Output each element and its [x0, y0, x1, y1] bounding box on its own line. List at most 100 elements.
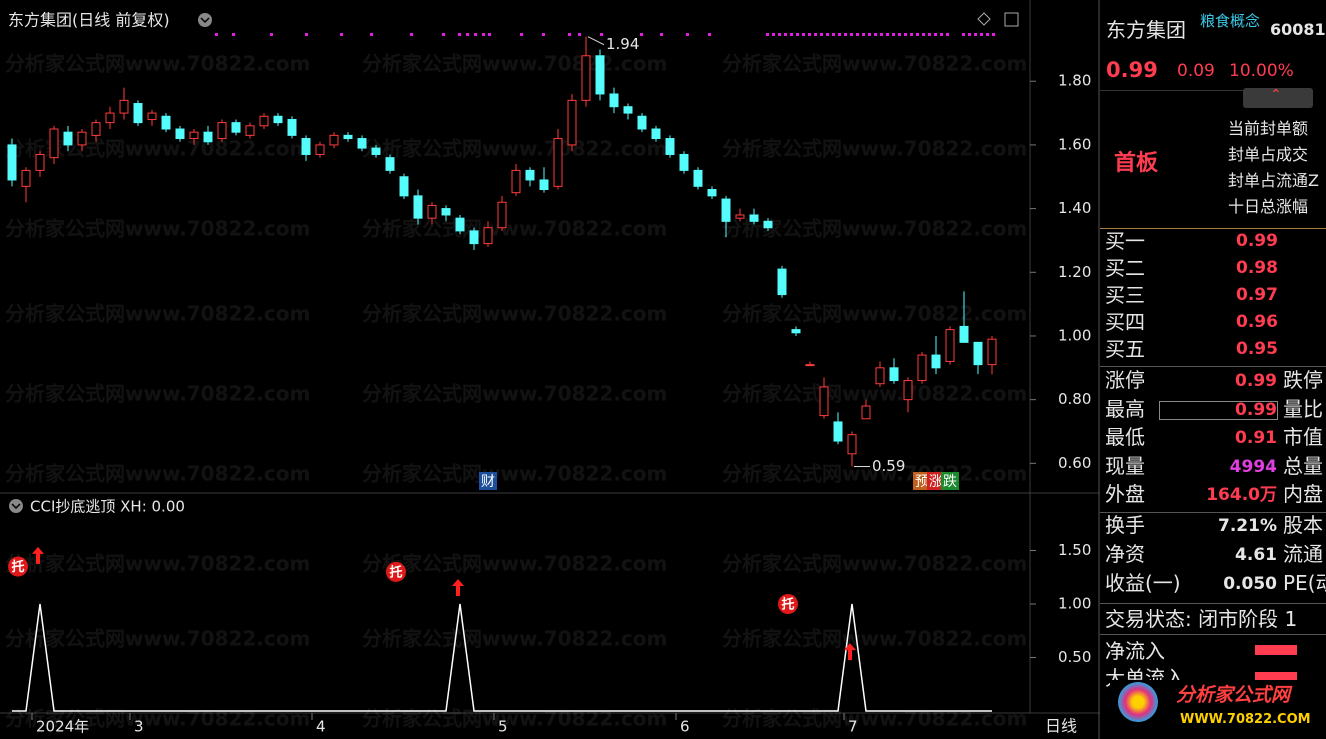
stat-value: 0.99 — [1159, 400, 1278, 420]
bid-label: 买三 — [1105, 283, 1145, 307]
signal-dot — [922, 33, 925, 36]
candle-body — [581, 55, 591, 101]
chart-area: 东方集团(日线 前复权) CCI抄底逃顶 XH: 0.00 日线 分析家公式网w… — [0, 0, 1100, 739]
candle-body — [945, 329, 955, 362]
x-tick-label: 4 — [316, 718, 326, 736]
candle-body — [791, 329, 801, 334]
change: 0.09 — [1177, 61, 1215, 81]
candle-body — [889, 367, 899, 382]
menu-icon-arrow — [200, 17, 210, 24]
logo-icon — [1118, 682, 1158, 722]
divider — [1100, 512, 1326, 513]
candle-body — [567, 99, 577, 146]
candle-body — [371, 147, 381, 155]
y-tick-label: 0.60 — [1058, 454, 1091, 472]
candle-body — [91, 122, 101, 136]
bid-label: 买四 — [1105, 310, 1145, 334]
signal-label: 托 — [389, 564, 402, 580]
signal-dot — [862, 33, 865, 36]
signal-dot — [814, 33, 817, 36]
candle-body — [763, 220, 773, 229]
candle-body — [525, 169, 535, 181]
y-tick-label: 1.50 — [1058, 541, 1091, 559]
signal-dot — [880, 33, 883, 36]
signal-dot — [826, 33, 829, 36]
badge-text: 财 — [481, 474, 495, 490]
collapse-icon: ⌃ — [1270, 87, 1282, 103]
signal-marker — [8, 556, 28, 577]
candle-body — [917, 354, 927, 382]
candle-body — [203, 131, 213, 143]
watermark: 分析家公式网www.70822.com — [722, 462, 1027, 486]
candle-body — [861, 405, 871, 420]
signal-dot — [962, 33, 965, 36]
candle-body — [665, 138, 675, 155]
menu-icon[interactable] — [198, 13, 212, 27]
candle-body — [777, 268, 787, 296]
candle-body — [595, 55, 605, 95]
signal-marker — [386, 561, 406, 582]
watermark: 分析家公式网www.70822.com — [362, 462, 667, 486]
y-tick-label: 1.00 — [1058, 326, 1091, 344]
candle-body — [511, 169, 521, 194]
candle-body — [483, 227, 493, 245]
candle-body — [875, 367, 885, 385]
stat-label: 涨停 — [1105, 368, 1145, 392]
y-tick-label: 1.80 — [1058, 72, 1091, 90]
stat-value: 0.99 — [1235, 371, 1277, 391]
watermark: 分析家公式网www.70822.com — [722, 217, 1027, 241]
candle-body — [105, 112, 115, 124]
signal-dot — [442, 33, 445, 36]
bid-price: 0.96 — [1236, 312, 1278, 332]
stock-code: 60081 — [1270, 20, 1326, 39]
y-tick-label: 1.40 — [1058, 199, 1091, 217]
candle-body — [329, 134, 339, 146]
stat-label: 内盘 — [1283, 482, 1323, 506]
signal-dot — [974, 33, 977, 36]
signal-dot — [520, 33, 523, 36]
candle-body — [245, 125, 255, 136]
seal-label: 当前封单额 — [1228, 119, 1309, 138]
divider — [1100, 228, 1326, 229]
badge — [927, 472, 945, 490]
icon[interactable] — [1004, 12, 1019, 27]
arrow-up — [32, 546, 44, 564]
seal-label: 封单占成交 — [1228, 145, 1309, 164]
price: 0.99 — [1106, 58, 1158, 82]
change-pct: 10.00% — [1229, 61, 1294, 81]
candle-body — [315, 144, 325, 155]
y-tick-label: 1.20 — [1058, 263, 1091, 281]
signal-dot — [868, 33, 871, 36]
bid-price: 0.97 — [1236, 285, 1278, 305]
signal-label: 托 — [11, 559, 24, 575]
signal-dot — [904, 33, 907, 36]
candle-body — [147, 112, 157, 120]
stat-label: 换手 — [1105, 513, 1145, 537]
quote-panel: 东方集团 粮食概念 60081 0.99 0.09 10.00% ⌃ 首板 当前封单额 封单占成交… — [1100, 0, 1326, 739]
watermark: 分析家公式网www.70822.com — [5, 462, 310, 486]
bid-label: 买五 — [1105, 337, 1145, 361]
candle-body — [693, 169, 703, 187]
menu-icon-arrow — [11, 503, 21, 510]
period-label[interactable]: 日线 — [1045, 717, 1077, 736]
menu-icon[interactable] — [9, 499, 23, 513]
y-tick-label: 1.60 — [1058, 135, 1091, 153]
stat-label: 市值 — [1283, 425, 1323, 449]
candle-body — [987, 338, 997, 366]
board-label: 首板 — [1114, 151, 1159, 176]
watermark: 分析家公式网www.70822.com — [362, 382, 667, 406]
signal-dot — [466, 33, 469, 36]
signal-dot — [482, 33, 485, 36]
indicator-title: CCI抄底逃顶 XH: 0.00 — [30, 498, 185, 516]
candle-body — [231, 122, 241, 133]
candle-body — [133, 103, 143, 124]
stat-label: 流通 — [1283, 542, 1323, 566]
watermark: 分析家公式网www.70822.com — [362, 52, 667, 76]
candle-body — [931, 354, 941, 369]
stat-label: 最高 — [1105, 396, 1145, 421]
signal-dot — [790, 33, 793, 36]
signal-dot — [542, 33, 545, 36]
icon[interactable] — [977, 12, 991, 26]
x-tick-label: 3 — [134, 718, 144, 736]
signal-dot — [928, 33, 931, 36]
